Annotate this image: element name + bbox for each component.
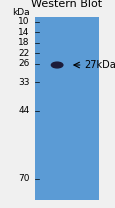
- Text: 27kDa: 27kDa: [83, 60, 115, 70]
- Text: 33: 33: [18, 78, 29, 87]
- Text: 22: 22: [18, 49, 29, 58]
- Text: 44: 44: [18, 106, 29, 115]
- Text: kDa: kDa: [12, 8, 29, 17]
- Ellipse shape: [51, 62, 62, 68]
- Text: 26: 26: [18, 59, 29, 68]
- Text: Western Blot: Western Blot: [31, 0, 101, 9]
- Text: 10: 10: [18, 17, 29, 26]
- Text: 70: 70: [18, 174, 29, 183]
- Text: 14: 14: [18, 28, 29, 37]
- Text: 18: 18: [18, 38, 29, 47]
